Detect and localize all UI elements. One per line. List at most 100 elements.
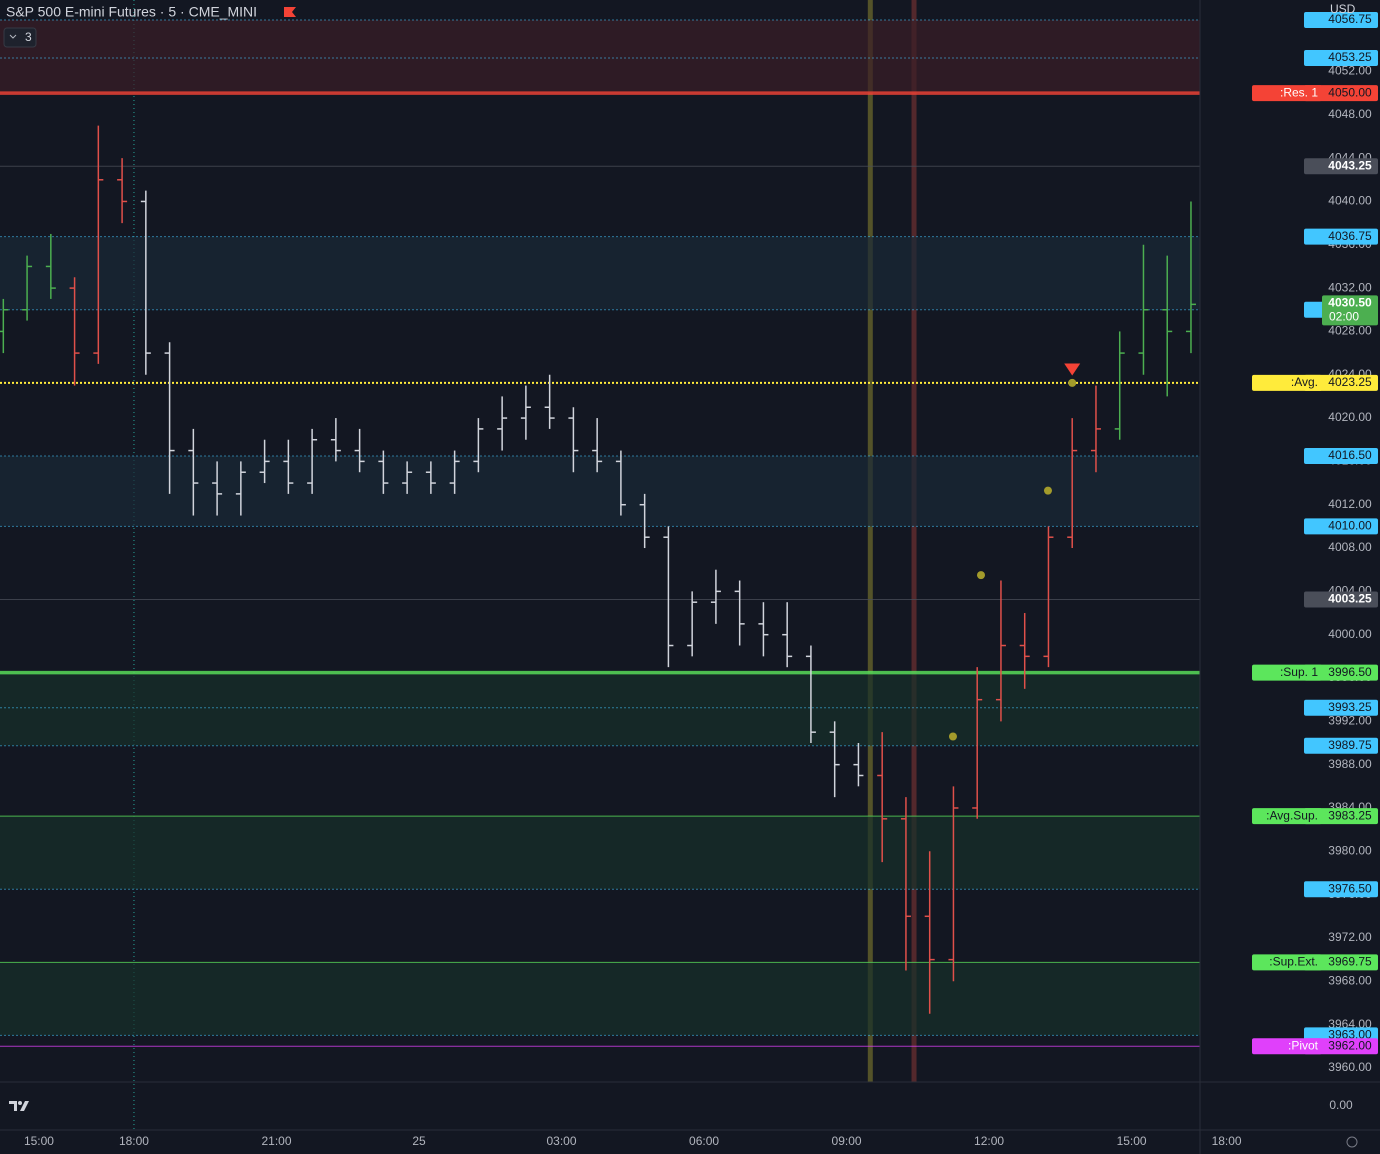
level-value: 4053.25 <box>1328 50 1372 64</box>
countdown: 02:00 <box>1329 310 1359 324</box>
level-value: 4023.25 <box>1328 375 1372 389</box>
y-tick-label: 3972.00 <box>1328 930 1372 944</box>
volume-tick-label: 0.00 <box>1329 1098 1353 1112</box>
y-tick-label: 3980.00 <box>1328 843 1372 857</box>
levels <box>0 19 1200 1047</box>
y-tick-label: 4048.00 <box>1328 107 1372 121</box>
level-name-tag <box>1252 664 1322 681</box>
level-name: :Pivot <box>1288 1038 1319 1052</box>
x-tick-label: 18:00 <box>119 1134 149 1148</box>
zone <box>0 816 1200 890</box>
level-name-tag <box>1252 808 1322 825</box>
level-value: 4016.50 <box>1328 448 1372 462</box>
level-value: 3976.50 <box>1328 881 1372 895</box>
y-tick-label: 4040.00 <box>1328 194 1372 208</box>
x-tick-label: 25 <box>412 1134 426 1148</box>
level-tag <box>1304 447 1378 464</box>
level-value: 4056.75 <box>1328 12 1372 26</box>
price-tags: 4056.75 4053.25 4050.00 :Res. 1 4043.25 4036.… <box>1252 12 1378 1055</box>
level-value: 3996.50 <box>1328 665 1372 679</box>
x-tick-label: 06:00 <box>689 1134 719 1148</box>
y-tick-label: 4008.00 <box>1328 540 1372 554</box>
zone <box>0 672 1200 746</box>
level-tag <box>1304 954 1378 971</box>
level-tag <box>1304 737 1378 754</box>
level-name: :Sup.Ext. <box>1269 954 1318 968</box>
level-tag <box>1304 49 1378 66</box>
y-tick-label: 4012.00 <box>1328 497 1372 511</box>
level-value: 3993.25 <box>1328 700 1372 714</box>
y-tick-label: 4020.00 <box>1328 410 1372 424</box>
y-tick-label: 4000.00 <box>1328 627 1372 641</box>
level-value: 3983.25 <box>1328 808 1372 822</box>
chart-title: S&P 500 E-mini Futures · 5 · CME_MINI <box>6 4 257 20</box>
level-name: :Avg. <box>1291 375 1318 389</box>
x-tick-label: 09:00 <box>832 1134 862 1148</box>
level-tag <box>1304 228 1378 245</box>
zone <box>0 455 1200 527</box>
level-value: 4036.75 <box>1328 229 1372 243</box>
level-tag <box>1304 12 1378 29</box>
x-tick-label: 03:00 <box>547 1134 577 1148</box>
level-value: 4003.25 <box>1328 592 1372 606</box>
zone <box>0 20 1200 94</box>
chevron <box>9 34 17 39</box>
y-tick-label: 4028.00 <box>1328 324 1372 338</box>
level-tag <box>1304 881 1378 898</box>
zone <box>0 236 1200 310</box>
signal-dot <box>948 732 957 741</box>
level-tag <box>1304 1038 1378 1055</box>
level-name: :Sup. 1 <box>1280 665 1318 679</box>
y-tick-label: 3960.00 <box>1328 1060 1372 1074</box>
level-name-tag <box>1252 1038 1322 1055</box>
signal-dot <box>1068 378 1077 387</box>
level-name-tag <box>1252 85 1322 102</box>
indicator-toggle[interactable] <box>3 27 37 48</box>
level-name: :Res. 1 <box>1280 85 1318 99</box>
last-price-tag <box>1322 295 1378 326</box>
level-tag <box>1304 664 1378 681</box>
last-price: 4030.50 <box>1328 296 1372 310</box>
x-tick-label: 15:00 <box>24 1134 54 1148</box>
y-tick-label: 3992.00 <box>1328 714 1372 728</box>
y-tick-label: 3988.00 <box>1328 757 1372 771</box>
settings-icon[interactable] <box>1346 1136 1358 1148</box>
y-tick-label: 4052.00 <box>1328 64 1372 78</box>
flag-icon <box>284 7 296 17</box>
y-tick-label: 3964.00 <box>1328 1017 1372 1031</box>
level-value: 4050.00 <box>1328 85 1372 99</box>
sell-marker <box>1064 363 1081 376</box>
level-value: 4010.00 <box>1328 519 1372 533</box>
level-value: 3962.00 <box>1328 1038 1372 1052</box>
level-name-tag <box>1252 954 1322 971</box>
level-value: 4043.25 <box>1328 158 1372 172</box>
indicator-count: 3 <box>25 30 32 44</box>
level-name: :Avg.Sup. <box>1266 808 1318 822</box>
signals <box>948 363 1081 741</box>
level-value: 3969.75 <box>1328 954 1372 968</box>
bars <box>0 125 1196 1014</box>
x-tick-label: 12:00 <box>974 1134 1004 1148</box>
level-tag <box>1304 85 1378 102</box>
x-tick-label: 21:00 <box>261 1134 291 1148</box>
level-tag <box>1304 591 1378 608</box>
y-tick-label: 3968.00 <box>1328 973 1372 987</box>
x-tick-label: 15:00 <box>1117 1134 1147 1148</box>
x-tick-label: 18:00 <box>1212 1134 1242 1148</box>
level-tag <box>1304 374 1378 391</box>
currency[interactable]: USD <box>1330 2 1356 16</box>
logo <box>8 1098 32 1114</box>
y-tick-label: 4032.00 <box>1328 280 1372 294</box>
level-tag <box>1304 518 1378 535</box>
level-value: 3963.00 <box>1328 1028 1372 1042</box>
zones <box>0 0 1200 1130</box>
level-name-tag <box>1252 374 1322 391</box>
signal-dot <box>1043 486 1052 495</box>
level-tag <box>1304 158 1378 175</box>
level-value: 3989.75 <box>1328 738 1372 752</box>
level-tag <box>1304 808 1378 825</box>
zone <box>0 962 1200 1036</box>
